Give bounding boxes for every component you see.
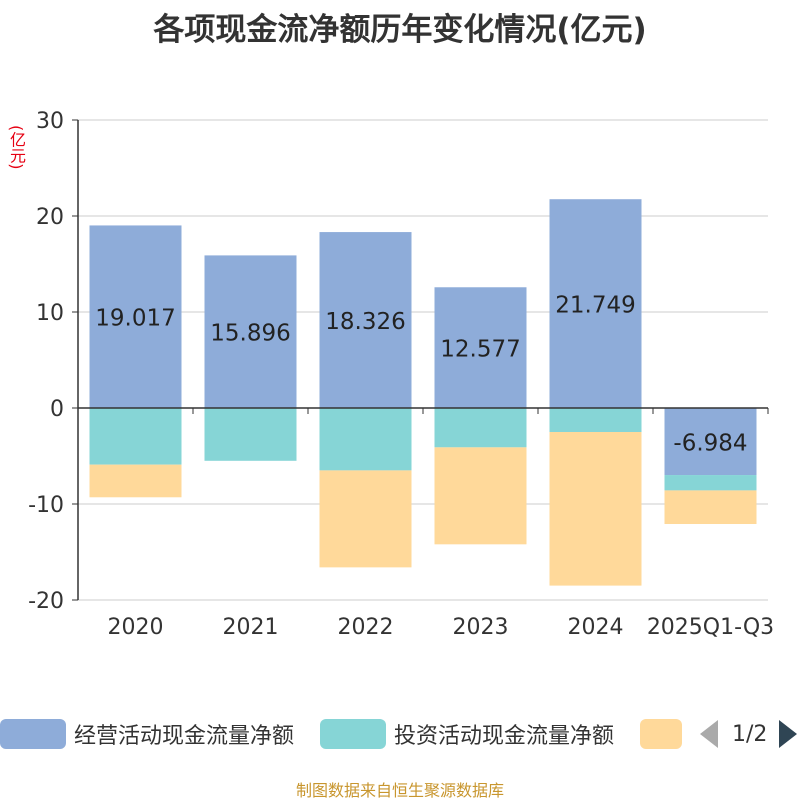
y-tick-label: -20 — [28, 589, 64, 614]
bar-operating-2020 — [89, 225, 182, 408]
x-tick-label: 2022 — [338, 615, 394, 640]
y-tick-label: 30 — [36, 109, 64, 134]
legend-item-investing[interactable]: 投资活动现金流量净额 — [320, 712, 614, 756]
y-tick-label: -10 — [28, 493, 64, 518]
bar-investing-2021 — [204, 408, 297, 461]
x-tick-label: 2020 — [108, 615, 164, 640]
x-tick-label: 2024 — [568, 615, 624, 640]
legend: 经营活动现金流量净额 投资活动现金流量净额 1/2 — [0, 712, 800, 756]
x-tick-label: 2021 — [223, 615, 279, 640]
source-note: 制图数据来自恒生聚源数据库 — [295, 781, 504, 800]
legend-page-number: 1/2 — [732, 721, 768, 747]
legend-next-arrow-icon[interactable] — [779, 720, 798, 748]
bar-operating-2025Q1-Q3 — [664, 408, 757, 476]
bar-financing-2025Q1-Q3 — [664, 490, 757, 525]
legend-label-operating: 经营活动现金流量净额 — [74, 724, 295, 749]
legend-swatch-operating — [0, 719, 66, 749]
x-tick-label: 2025Q1-Q3 — [647, 615, 774, 640]
data-label: 19.017 — [95, 306, 175, 332]
bar-financing-2020 — [89, 464, 182, 498]
y-tick-label: 20 — [36, 205, 64, 230]
bar-investing-2022 — [319, 408, 412, 471]
legend-swatch-financing — [640, 719, 682, 749]
chart-area: 30 20 10 0 -10 -20 19.017 15.896 18.326 12.577 21.… — [28, 109, 774, 640]
bar-investing-2024 — [549, 408, 642, 432]
x-tick-label: 2023 — [453, 615, 509, 640]
legend-item-operating[interactable]: 经营活动现金流量净额 — [0, 712, 294, 756]
legend-prev-arrow-icon[interactable] — [700, 720, 718, 748]
bar-operating-2023 — [434, 287, 527, 408]
bar-financing-2022 — [319, 470, 412, 568]
bar-financing-2023 — [434, 447, 527, 545]
bar-operating-2022 — [319, 232, 412, 408]
bar-financing-2024 — [549, 432, 642, 586]
data-label: -6.984 — [673, 431, 747, 457]
y-tick-label: 10 — [36, 301, 64, 326]
legend-swatch-investing — [320, 719, 386, 749]
bar-operating-2021 — [204, 255, 297, 408]
y-axis-unit: (亿元) — [7, 125, 26, 170]
bar-operating-2024 — [549, 199, 642, 408]
data-label: 18.326 — [325, 309, 405, 335]
chart-title: 各项现金流净额历年变化情况(亿元) — [153, 12, 647, 48]
bar-investing-2023 — [434, 408, 527, 448]
data-label: 15.896 — [210, 321, 290, 347]
data-label: 21.749 — [555, 293, 635, 319]
bar-investing-2025Q1-Q3 — [664, 475, 757, 491]
data-label: 12.577 — [440, 337, 520, 363]
legend-pager: 1/2 — [700, 712, 798, 756]
y-tick-label: 0 — [50, 397, 64, 422]
legend-label-investing: 投资活动现金流量净额 — [394, 724, 615, 749]
bar-investing-2020 — [89, 408, 182, 465]
legend-item-financing[interactable] — [640, 712, 682, 756]
